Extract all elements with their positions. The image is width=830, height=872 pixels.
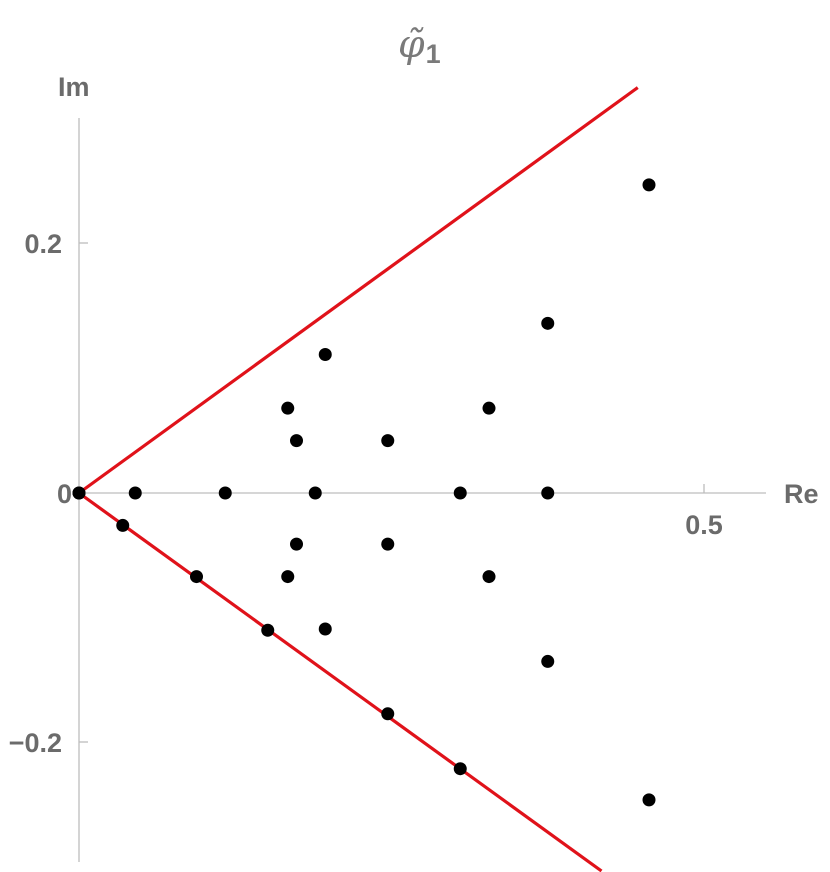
- chart-title-subscript: 1: [426, 39, 441, 69]
- data-point-25: [541, 654, 555, 668]
- data-point-10: [318, 348, 332, 362]
- boundary-line-1: [78, 86, 639, 495]
- data-points: [72, 178, 656, 807]
- data-point-2: [72, 486, 86, 500]
- data-point-15: [116, 518, 130, 532]
- data-point-19: [281, 570, 295, 584]
- data-point-13: [541, 316, 555, 330]
- data-point-26: [642, 793, 656, 807]
- chart-title-symbol: φ̃: [398, 22, 425, 66]
- data-point-7: [541, 486, 555, 500]
- data-point-22: [381, 707, 395, 721]
- data-point-5: [308, 486, 322, 500]
- data-point-6: [453, 486, 467, 500]
- data-point-18: [290, 537, 303, 551]
- boundary-line-2: [78, 491, 603, 872]
- data-point-16: [190, 570, 203, 584]
- data-point-11: [381, 434, 395, 448]
- data-point-21: [381, 537, 395, 551]
- y-tick-label-neg-0.2: −0.2: [9, 728, 62, 758]
- data-point-8: [281, 401, 295, 415]
- chart-title: φ̃1: [398, 22, 441, 69]
- x-axis-label: Re: [784, 479, 819, 509]
- data-point-9: [290, 434, 303, 448]
- data-point-3: [128, 486, 142, 500]
- boundary-lines: [78, 86, 639, 872]
- x-tick-label-0.5: 0.5: [685, 510, 723, 540]
- y-tick-label-0: 0: [57, 479, 72, 509]
- y-tick-label-0.2: 0.2: [24, 229, 62, 259]
- y-axis-label: Im: [58, 72, 90, 102]
- data-point-17: [261, 623, 275, 637]
- data-point-4: [218, 486, 232, 500]
- data-point-20: [318, 622, 332, 636]
- data-point-14: [642, 178, 656, 192]
- data-point-12: [482, 401, 496, 415]
- data-point-23: [453, 762, 467, 776]
- data-point-24: [482, 570, 496, 584]
